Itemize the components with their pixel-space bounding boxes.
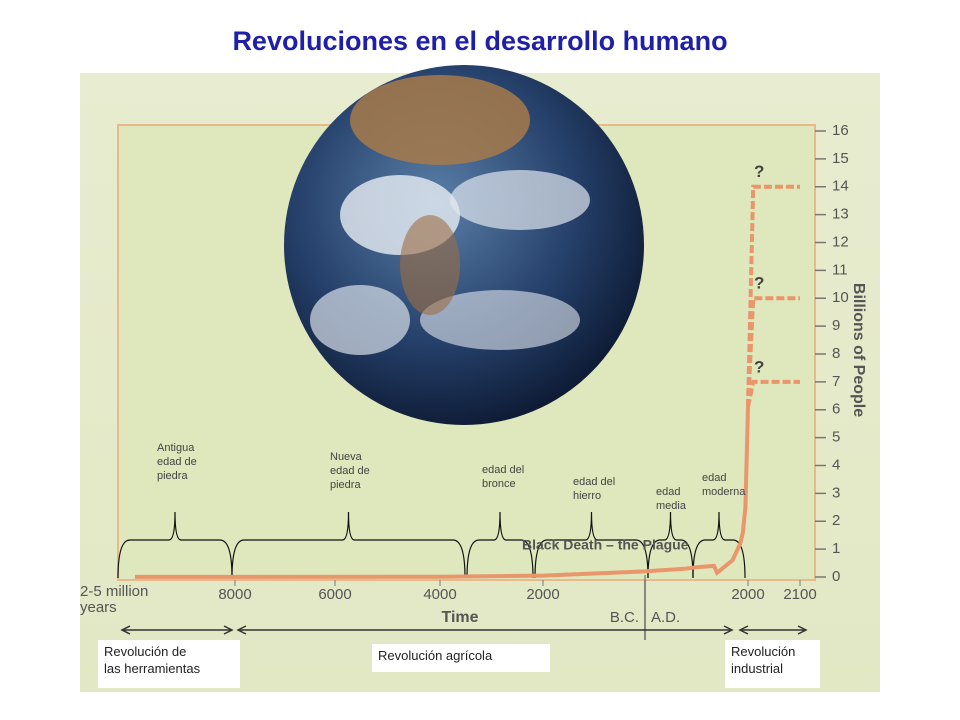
y-tick-label: 15	[832, 150, 849, 167]
y-tick-label: 16	[832, 122, 849, 139]
projection-line	[746, 296, 800, 408]
era-left-label: B.C.	[610, 609, 639, 626]
revolution-label: Revolución industrial	[725, 640, 820, 688]
x-tick-label: 6000	[318, 586, 351, 603]
x-tick-label: 2000	[731, 586, 764, 603]
y-tick-label: 8	[832, 345, 840, 362]
era-brace	[117, 511, 233, 579]
earth-land	[350, 75, 530, 165]
era-brace	[692, 511, 746, 579]
projection-label: ?	[754, 357, 764, 376]
y-tick-label: 14	[832, 178, 849, 195]
y-tick-label: 13	[832, 206, 849, 223]
x-tick-label: 4000	[423, 586, 456, 603]
y-tick-label: 1	[832, 540, 840, 557]
era-label: Nueva edad de piedra	[330, 451, 370, 491]
y-tick-label: 4	[832, 456, 840, 473]
y-tick-label: 0	[832, 568, 840, 585]
era-brace	[534, 511, 649, 579]
x-axis-label: Time	[441, 609, 478, 626]
x-tick-label: 2100	[783, 586, 816, 603]
y-tick-label: 3	[832, 484, 840, 501]
earth-land	[400, 215, 460, 315]
x-tick-label: 2000	[526, 586, 559, 603]
annotation: Black Death – the Plague	[522, 537, 689, 553]
earth-cloud	[450, 170, 590, 230]
y-tick-label: 10	[832, 289, 849, 306]
earth-image	[284, 65, 644, 425]
era-right-label: A.D.	[651, 609, 680, 626]
y-tick-label: 2	[832, 512, 840, 529]
y-tick-label: 7	[832, 373, 840, 390]
x-start-label: 2-5 million years	[80, 583, 149, 616]
data-line	[135, 406, 750, 579]
y-tick-label: 9	[832, 317, 840, 334]
era-label: edad media	[656, 486, 686, 512]
era-brace	[466, 511, 534, 579]
era-label: edad del hierro	[573, 476, 616, 502]
era-braces	[117, 511, 746, 579]
arrow-head	[738, 625, 808, 635]
revolution-label: Revolución de las herramientas	[98, 640, 240, 688]
revolution-arrows	[120, 625, 808, 635]
arrow-head	[236, 625, 734, 635]
era-brace	[231, 511, 466, 579]
earth-cloud	[310, 285, 410, 355]
era-label: edad moderna	[702, 472, 746, 498]
projection-label: ?	[754, 162, 764, 181]
era-label: edad del bronce	[482, 464, 525, 490]
earth-cloud	[420, 290, 580, 350]
era-label: Antigua edad de piedra	[157, 442, 197, 482]
x-tick-label: 8000	[218, 586, 251, 603]
era-brace	[647, 511, 694, 579]
revolution-label: Revolución agrícola	[372, 644, 550, 672]
projection-line	[746, 379, 800, 408]
y-tick-label: 5	[832, 429, 840, 446]
y-tick-label: 12	[832, 233, 849, 250]
y-axis-label: Billions of People	[850, 283, 867, 417]
y-tick-label: 6	[832, 401, 840, 418]
y-tick-label: 11	[832, 261, 848, 278]
projection-label: ?	[754, 274, 764, 293]
title: Revoluciones en el desarrollo humano	[232, 26, 728, 56]
arrow-head	[120, 625, 234, 635]
